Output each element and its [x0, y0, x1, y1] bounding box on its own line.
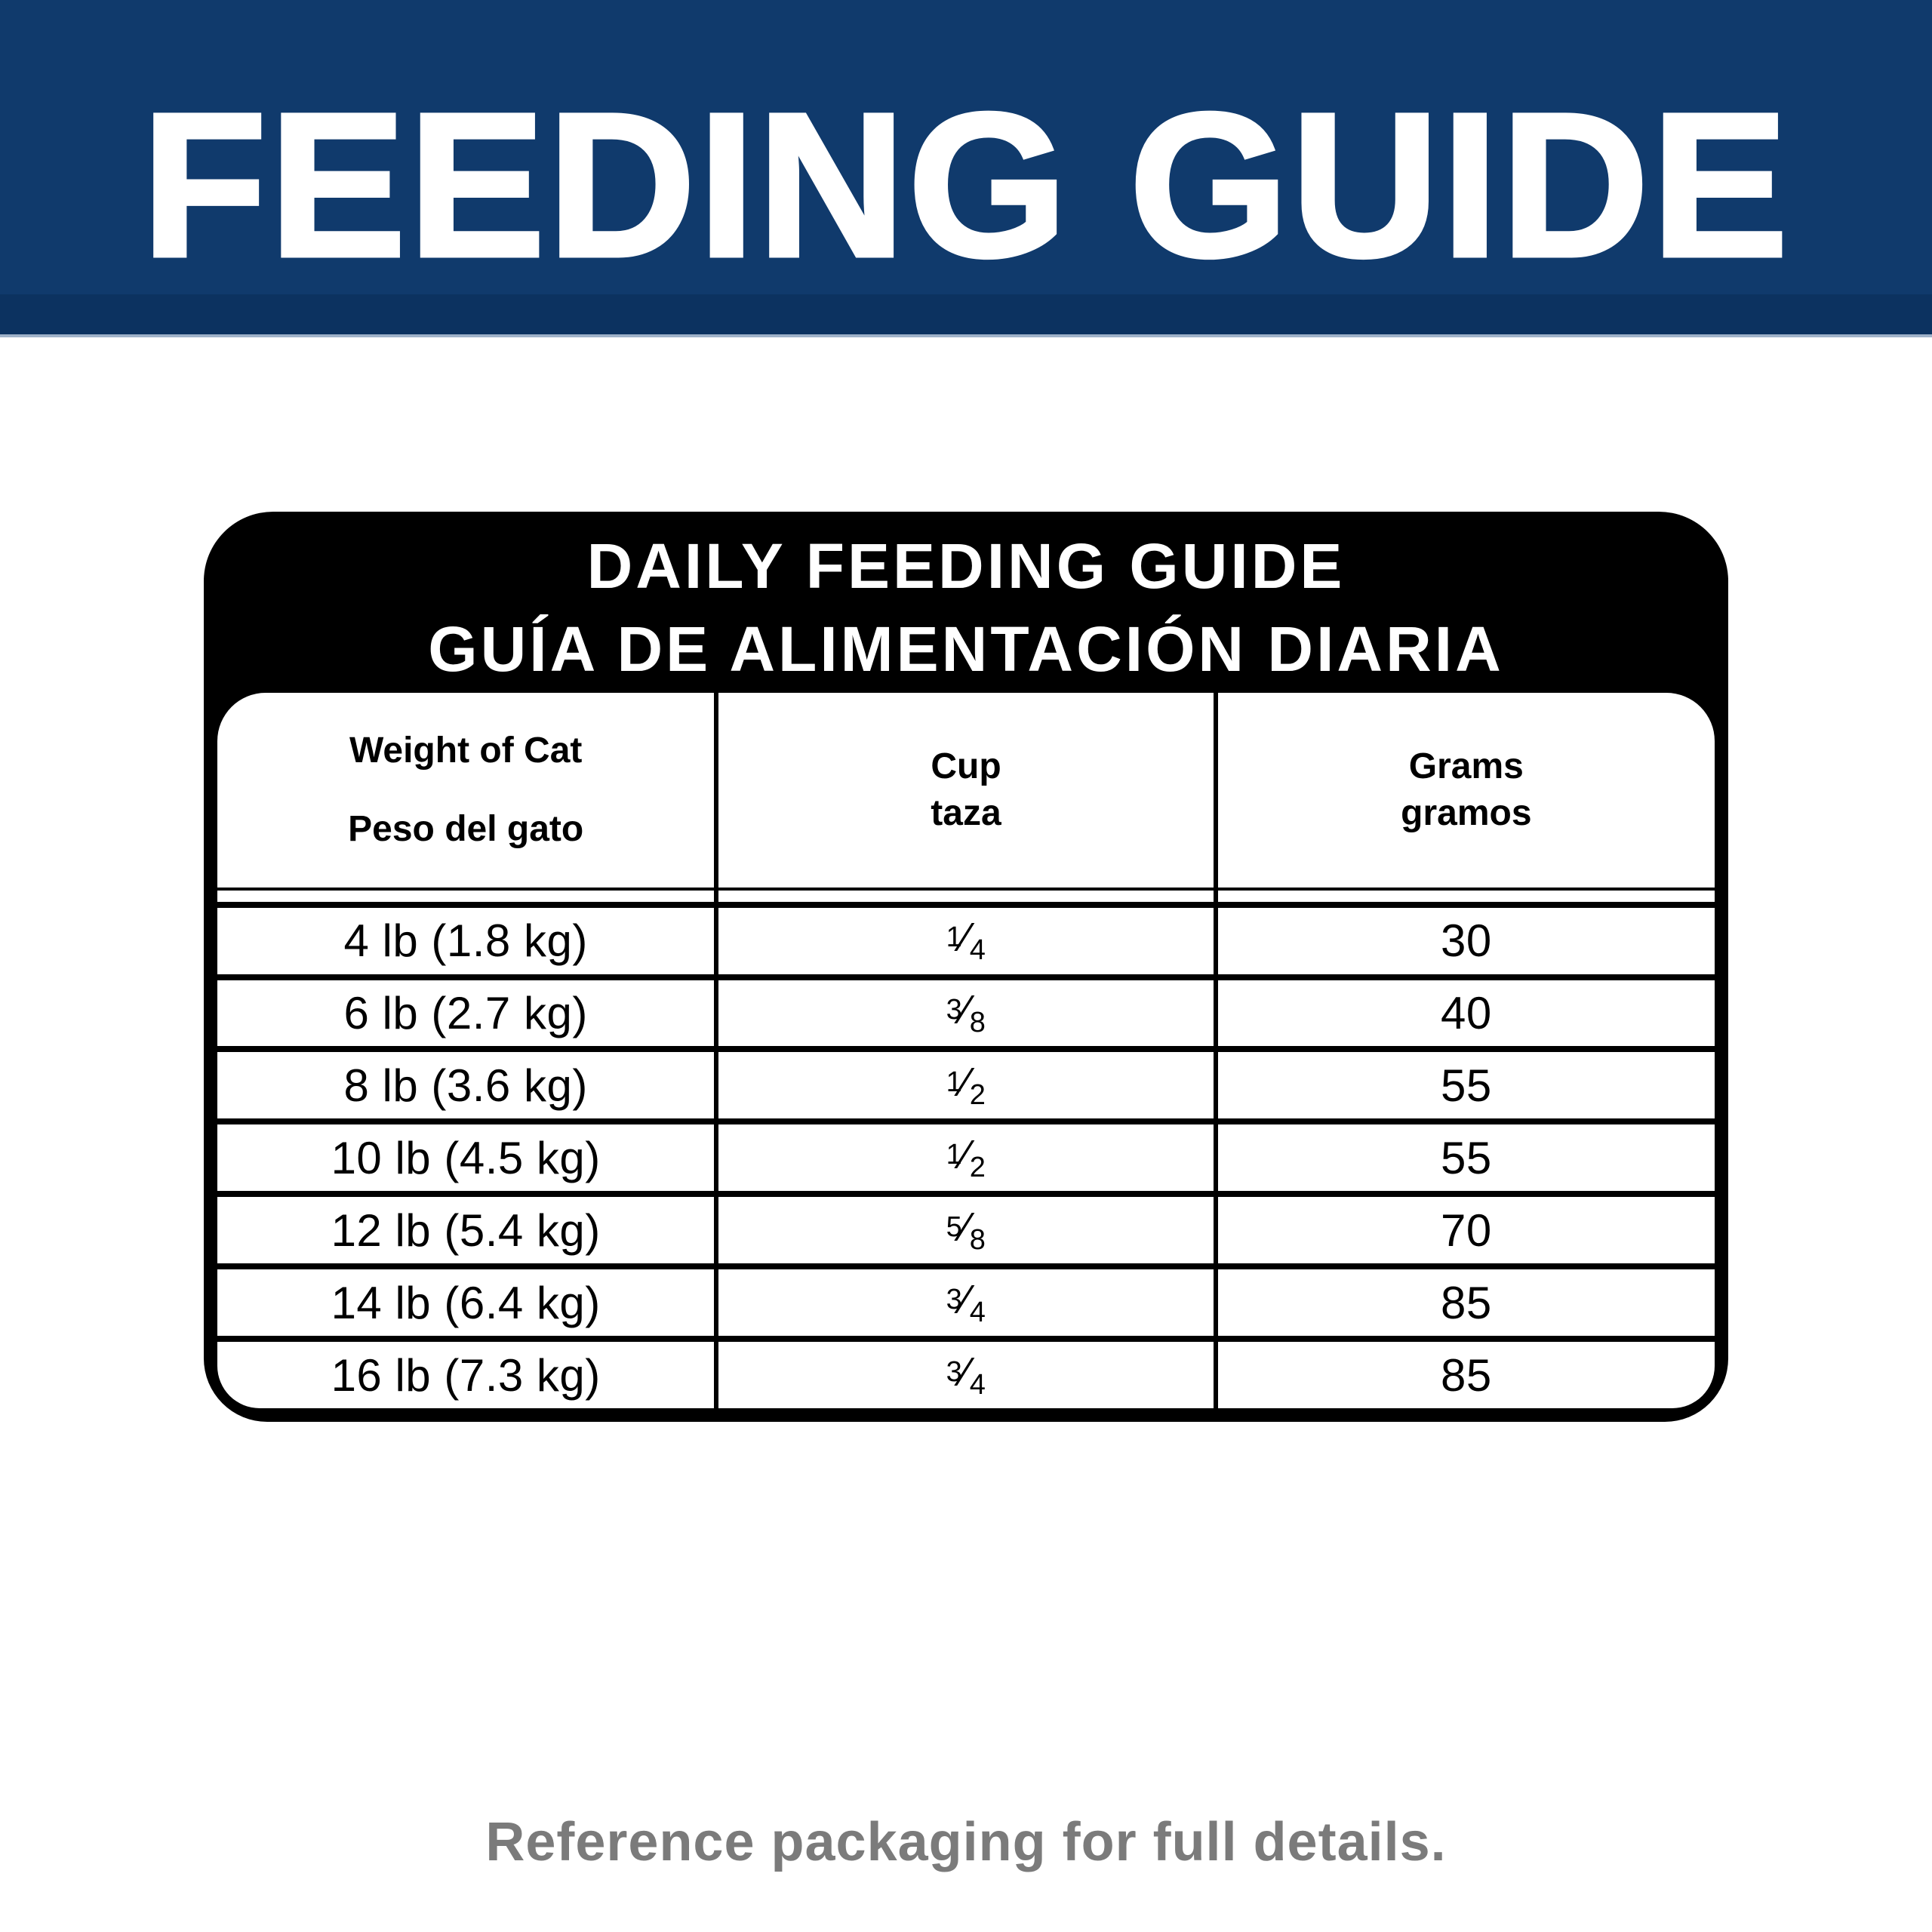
grams-cell: 55 [1213, 1118, 1715, 1195]
cup-cell: 5⁄8 [714, 1191, 1216, 1267]
cup-fraction: 3⁄8 [946, 987, 986, 1039]
column-header-weight: Weight of Cat Peso del gato [217, 693, 717, 891]
column-header-grams-en: Grams [1408, 746, 1524, 787]
header-row: Weight of Cat Peso del gato Cup taza Gra… [217, 693, 1715, 891]
card-title-block: DAILY FEEDING GUIDE GUÍA DE ALIMENTACIÓN… [204, 512, 1728, 693]
grams-cell: 70 [1213, 1191, 1715, 1267]
column-header-grams-es: gramos [1401, 793, 1532, 833]
cup-numerator: 1 [946, 1138, 963, 1171]
cup-fraction: 1⁄2 [946, 1059, 986, 1112]
grams-cell: 55 [1213, 1046, 1715, 1122]
feeding-table-container: Weight of Cat Peso del gato Cup taza Gra… [217, 693, 1715, 1408]
grams-cell: 85 [1213, 1263, 1715, 1340]
weight-value: 8 lb (3.6 kg) [343, 1060, 588, 1111]
grams-value: 40 [1440, 988, 1492, 1038]
feeding-table: Weight of Cat Peso del gato Cup taza Gra… [217, 693, 1715, 1408]
grams-value: 30 [1440, 915, 1492, 967]
table-row: 6 lb (2.7 kg) 3⁄8 40 [217, 974, 1715, 1050]
weight-cell: 16 lb (7.3 kg) [217, 1336, 717, 1408]
column-header-cup-es: taza [931, 793, 1001, 833]
cup-cell: 3⁄4 [714, 1263, 1216, 1340]
cup-numerator: 1 [946, 1066, 963, 1098]
grams-cell: 40 [1213, 974, 1715, 1050]
cup-fraction: 5⁄8 [946, 1204, 986, 1257]
weight-cell: 12 lb (5.4 kg) [217, 1191, 717, 1267]
weight-value: 6 lb (2.7 kg) [343, 988, 588, 1038]
fraction-slash: ⁄ [962, 915, 970, 961]
cup-numerator: 1 [946, 921, 963, 954]
table-row: 16 lb (7.3 kg) 3⁄4 85 [217, 1336, 1715, 1408]
cup-cell: 3⁄4 [714, 1336, 1216, 1408]
weight-value: 12 lb (5.4 kg) [331, 1204, 601, 1256]
card-title-english: DAILY FEEDING GUIDE [586, 531, 1346, 601]
grams-value: 85 [1440, 1277, 1492, 1328]
fraction-slash: ⁄ [962, 1276, 970, 1322]
cup-fraction: 1⁄2 [946, 1131, 986, 1184]
column-header-weight-es: Peso del gato [348, 809, 584, 849]
page-title: FEEDING GUIDE [140, 69, 1791, 302]
cup-fraction: 3⁄4 [946, 1349, 986, 1401]
cup-numerator: 3 [946, 1283, 963, 1315]
table-header: Weight of Cat Peso del gato Cup taza Gra… [217, 693, 1715, 891]
cup-denominator: 4 [969, 934, 986, 967]
column-header-grams: Grams gramos [1213, 693, 1715, 891]
cup-denominator: 4 [969, 1368, 986, 1401]
grams-value: 55 [1440, 1060, 1492, 1111]
cup-numerator: 3 [946, 1355, 963, 1388]
fraction-slash: ⁄ [962, 1349, 970, 1395]
grams-cell: 30 [1213, 901, 1715, 977]
table-row: 10 lb (4.5 kg) 1⁄2 55 [217, 1118, 1715, 1195]
weight-value: 16 lb (7.3 kg) [331, 1349, 601, 1401]
grams-value: 70 [1440, 1204, 1492, 1256]
cup-cell: 3⁄8 [714, 974, 1216, 1050]
fraction-slash: ⁄ [962, 987, 970, 1032]
fraction-slash: ⁄ [962, 1204, 970, 1250]
cup-cell: 1⁄2 [714, 1118, 1216, 1195]
weight-cell: 4 lb (1.8 kg) [217, 901, 717, 977]
column-header-cup: Cup taza [714, 693, 1216, 891]
fraction-slash: ⁄ [962, 1059, 970, 1105]
cup-denominator: 8 [969, 1007, 986, 1038]
table-body: 4 lb (1.8 kg) 1⁄4 30 6 lb (2.7 kg) 3⁄8 4… [217, 889, 1715, 1408]
weight-cell: 6 lb (2.7 kg) [217, 974, 717, 1050]
column-header-cup-en: Cup [931, 746, 1001, 787]
grams-value: 85 [1440, 1349, 1492, 1401]
cup-cell: 1⁄4 [714, 901, 1216, 977]
weight-cell: 14 lb (6.4 kg) [217, 1263, 717, 1340]
column-header-weight-en: Weight of Cat [349, 731, 583, 771]
weight-cell: 8 lb (3.6 kg) [217, 1046, 717, 1122]
cup-fraction: 3⁄4 [946, 1276, 986, 1329]
table-row: 12 lb (5.4 kg) 5⁄8 70 [217, 1191, 1715, 1267]
cup-cell: 1⁄2 [714, 1046, 1216, 1122]
table-row: 4 lb (1.8 kg) 1⁄4 30 [217, 901, 1715, 977]
cup-denominator: 2 [969, 1078, 986, 1111]
grams-value: 55 [1440, 1132, 1492, 1183]
cup-numerator: 5 [946, 1211, 963, 1243]
weight-value: 14 lb (6.4 kg) [331, 1277, 601, 1328]
weight-value: 10 lb (4.5 kg) [331, 1132, 601, 1183]
weight-value: 4 lb (1.8 kg) [343, 915, 588, 967]
header-banner: FEEDING GUIDE [0, 0, 1932, 337]
cup-denominator: 2 [969, 1151, 986, 1183]
header-gap-row [217, 889, 1715, 905]
card-title-spanish: GUÍA DE ALIMENTACIÓN DIARIA [428, 614, 1504, 685]
table-row: 14 lb (6.4 kg) 3⁄4 85 [217, 1263, 1715, 1340]
footer-note: Reference packaging for full details. [485, 1812, 1447, 1872]
cup-denominator: 8 [969, 1223, 986, 1256]
grams-cell: 85 [1213, 1336, 1715, 1408]
table-row: 8 lb (3.6 kg) 1⁄2 55 [217, 1046, 1715, 1122]
cup-fraction: 1⁄4 [946, 915, 986, 967]
cup-denominator: 4 [969, 1296, 986, 1328]
fraction-slash: ⁄ [962, 1131, 970, 1177]
cup-numerator: 3 [946, 994, 963, 1026]
weight-cell: 10 lb (4.5 kg) [217, 1118, 717, 1195]
daily-feeding-guide-card: DAILY FEEDING GUIDE GUÍA DE ALIMENTACIÓN… [204, 512, 1728, 1422]
